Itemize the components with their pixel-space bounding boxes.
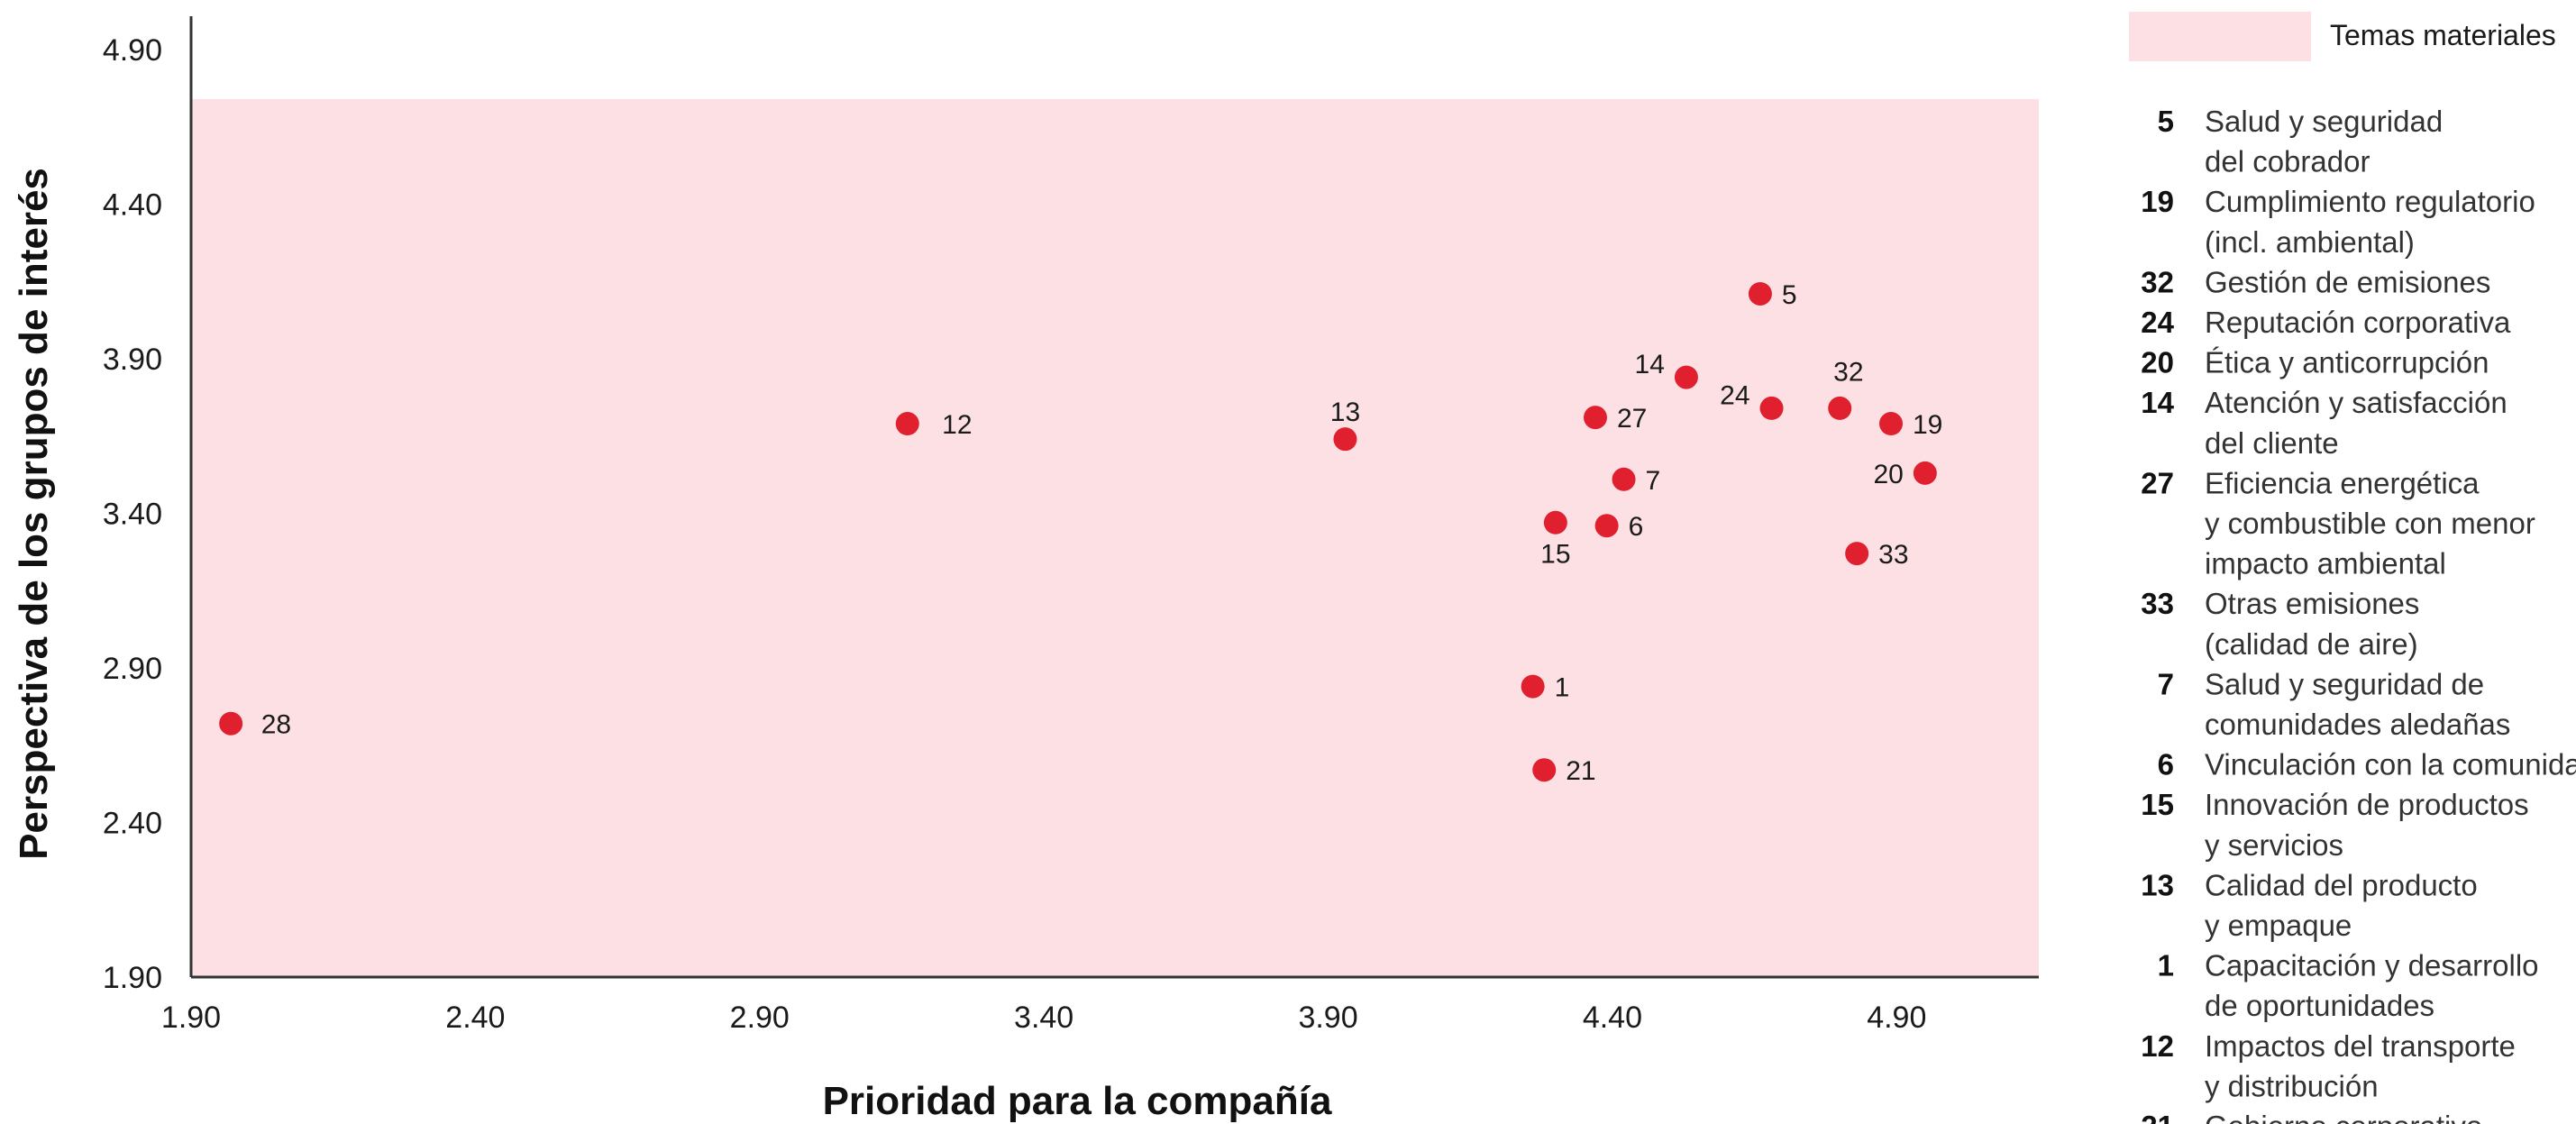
data-point-20 <box>1913 461 1937 485</box>
y-tick-label: 2.90 <box>103 652 162 686</box>
legend-text-33: Otras emisiones <box>2205 587 2419 620</box>
legend-number-13: 13 <box>2141 868 2174 901</box>
data-point-27 <box>1584 406 1607 430</box>
legend-text-7: Salud y seguridad de <box>2205 667 2484 700</box>
legend-text-32: Gestión de emisiones <box>2205 265 2490 298</box>
legend-text-24: Reputación corporativa <box>2205 306 2511 339</box>
data-point-label-12: 12 <box>942 410 972 440</box>
x-tick-label: 2.90 <box>730 1001 790 1035</box>
legend-text-12: Impactos del transporte <box>2205 1029 2516 1063</box>
data-point-28 <box>219 711 243 736</box>
legend-number-15: 15 <box>2141 788 2174 821</box>
legend: Temas materiales 5 Salud y seguridad del co… <box>2129 12 2576 1124</box>
data-point-33 <box>1845 542 1869 566</box>
legend-text-7: comunidades aledañas <box>2205 708 2510 741</box>
data-point-14 <box>1674 365 1698 389</box>
legend-number-21: 21 <box>2141 1110 2174 1124</box>
legend-number-12: 12 <box>2141 1029 2174 1063</box>
data-point-6 <box>1594 514 1619 538</box>
data-point-label-20: 20 <box>1873 460 1903 489</box>
data-point-label-15: 15 <box>1540 540 1570 570</box>
data-point-label-14: 14 <box>1635 350 1665 379</box>
legend-text-15: Innovación de productos <box>2205 788 2529 821</box>
legend-number-14: 14 <box>2141 386 2174 419</box>
legend-text-13: Calidad del producto <box>2205 868 2478 901</box>
legend-text-20: Ética y anticorrupción <box>2205 346 2489 379</box>
data-point-15 <box>1543 510 1567 535</box>
x-tick-label: 3.90 <box>1298 1001 1357 1035</box>
data-point-label-13: 13 <box>1330 398 1360 427</box>
legend-text-12: y distribución <box>2205 1069 2379 1102</box>
legend-number-20: 20 <box>2141 346 2174 379</box>
data-point-label-6: 6 <box>1629 512 1644 542</box>
data-point-label-7: 7 <box>1646 466 1661 496</box>
data-point-label-19: 19 <box>1913 410 1942 440</box>
x-axis-ticks: 1.90 2.40 2.90 3.40 3.90 4.40 4.90 <box>161 1001 1926 1035</box>
data-point-label-32: 32 <box>1833 357 1863 387</box>
legend-text-6: Vinculación con la comunidad <box>2205 748 2576 781</box>
y-tick-label: 4.40 <box>103 188 162 223</box>
axes <box>189 16 2039 979</box>
data-point-24 <box>1759 396 1784 420</box>
data-point-19 <box>1879 412 1903 436</box>
legend-material-label: Temas materiales <box>2330 19 2556 51</box>
x-tick-label: 3.40 <box>1014 1001 1073 1035</box>
legend-number-33: 33 <box>2141 587 2174 620</box>
legend-text-14: del cliente <box>2205 426 2339 460</box>
data-point-1 <box>1521 674 1545 699</box>
data-point-label-21: 21 <box>1566 756 1595 786</box>
x-tick-label: 2.40 <box>445 1001 505 1035</box>
legend-text-1: de oportunidades <box>2205 989 2434 1022</box>
y-tick-label: 4.90 <box>103 33 162 68</box>
data-point-7 <box>1612 467 1636 491</box>
data-point-5 <box>1748 281 1772 306</box>
legend-number-32: 32 <box>2141 265 2174 298</box>
legend-number-7: 7 <box>2158 667 2174 700</box>
legend-text-27: y combustible con menor <box>2205 507 2535 540</box>
y-tick-label: 2.40 <box>103 807 162 841</box>
legend-text-27: Eficiencia energética <box>2205 466 2480 499</box>
data-point-label-5: 5 <box>1782 280 1797 310</box>
legend-text-13: y empaque <box>2205 909 2352 942</box>
legend-text-5: Salud y seguridad <box>2205 105 2443 138</box>
data-point-21 <box>1532 758 1557 782</box>
x-tick-label: 4.90 <box>1867 1001 1926 1035</box>
legend-number-6: 6 <box>2158 748 2174 781</box>
legend-text-27: impacto ambiental <box>2205 547 2446 580</box>
y-axis-ticks: 1.90 2.40 2.90 3.40 3.90 4.40 4.90 <box>103 33 162 995</box>
legend-text-33: (calidad de aire) <box>2205 627 2418 661</box>
legend-text-15: y servicios <box>2205 828 2343 862</box>
legend-number-19: 19 <box>2141 185 2174 218</box>
legend-swatch-material <box>2129 12 2311 61</box>
data-point-label-28: 28 <box>261 710 291 740</box>
legend-text-1: Capacitación y desarrollo <box>2205 949 2539 982</box>
data-point-12 <box>895 412 919 436</box>
y-tick-label: 3.90 <box>103 343 162 377</box>
data-point-label-1: 1 <box>1555 673 1570 703</box>
legend-number-5: 5 <box>2158 105 2174 138</box>
material-region <box>191 98 2039 977</box>
legend-text-5: del cobrador <box>2205 145 2370 178</box>
x-tick-label: 4.40 <box>1583 1001 1642 1035</box>
x-axis-title: Prioridad para la compañía <box>823 1079 1332 1123</box>
data-point-label-24: 24 <box>1720 380 1749 410</box>
legend-text-21: Gobierno corporativo <box>2205 1110 2482 1124</box>
material-region-band <box>191 98 2039 977</box>
data-point-32 <box>1828 396 1852 420</box>
data-point-label-33: 33 <box>1878 540 1908 570</box>
y-axis-title: Perspectiva de los grupos de interés <box>12 168 56 860</box>
legend-number-24: 24 <box>2141 306 2174 339</box>
legend-text-19: (incl. ambiental) <box>2205 225 2415 259</box>
y-tick-label: 3.40 <box>103 498 162 532</box>
legend-text-19: Cumplimiento regulatorio <box>2205 185 2535 218</box>
x-tick-label: 1.90 <box>161 1001 221 1035</box>
legend-number-1: 1 <box>2158 949 2174 982</box>
y-tick-label: 1.90 <box>103 961 162 995</box>
data-points: 5 14 24 32 19 20 27 76 15 33 13 12 1 21 28 <box>219 280 1942 786</box>
legend-text-14: Atención y satisfacción <box>2205 386 2507 419</box>
data-point-13 <box>1333 427 1357 452</box>
legend-number-27: 27 <box>2141 466 2174 499</box>
data-point-label-27: 27 <box>1617 404 1647 434</box>
